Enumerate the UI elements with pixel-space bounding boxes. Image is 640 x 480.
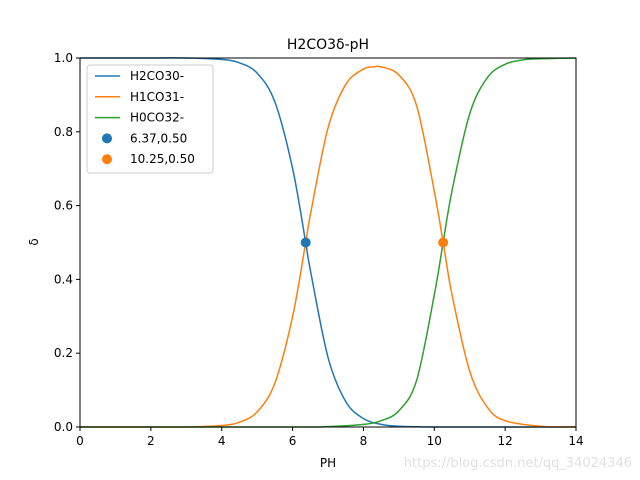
watermark: https://blog.csdn.net/qq_34024346 [404,456,632,471]
x-tick-label: 4 [218,434,226,448]
y-tick-label: 0.2 [54,346,73,360]
series-line-2 [80,65,577,428]
x-tick-label: 0 [76,434,84,448]
x-axis: 0 2 4 6 8 10 12 14 [76,427,584,448]
legend-label-2: H1CO31- [130,90,184,104]
y-tick-label: 0.6 [54,199,73,213]
y-tick-label: 0.4 [54,272,73,286]
x-tick-label: 14 [568,434,583,448]
x-tick-label: 2 [147,434,155,448]
legend-swatch-dot [102,154,112,165]
chart-title: H2CO3δ-pH [287,37,369,53]
y-tick-label: 1.0 [54,51,73,65]
legend-label-1: H2CO30- [130,69,184,83]
x-tick-label: 6 [289,434,297,448]
y-tick-label: 0.0 [54,420,73,434]
legend-label-4: 6.37,0.50 [130,131,187,145]
y-axis-title: δ [27,238,41,245]
y-axis: 0.0 0.2 0.4 0.6 0.8 1.0 [54,51,80,434]
marker-point-2 [438,237,449,248]
legend-label-5: 10.25,0.50 [130,152,195,166]
legend-frame [86,64,214,174]
x-tick-label: 12 [498,434,513,448]
plot-frame [79,57,577,428]
y-tick-label: 0.8 [54,125,73,139]
x-axis-title: PH [320,456,336,470]
marker-point-1 [300,237,311,248]
legend: H2CO30- H1CO31- H0CO32- 6.37,0.50 10.25,0.50 [86,64,214,174]
legend-label-3: H0CO32- [130,111,184,125]
points-layer [300,237,449,248]
x-tick-label: 10 [427,434,442,448]
legend-swatch-dot [102,133,112,144]
x-tick-label: 8 [360,434,368,448]
